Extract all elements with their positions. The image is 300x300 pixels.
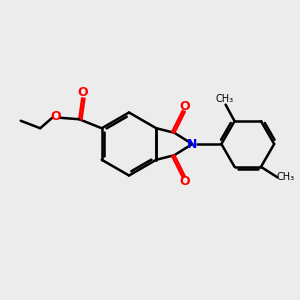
- Text: CH₃: CH₃: [277, 172, 295, 182]
- Text: O: O: [77, 86, 88, 99]
- Text: O: O: [179, 100, 190, 113]
- Text: O: O: [179, 175, 190, 188]
- Text: CH₃: CH₃: [216, 94, 234, 103]
- Text: O: O: [50, 110, 61, 123]
- Text: N: N: [187, 137, 197, 151]
